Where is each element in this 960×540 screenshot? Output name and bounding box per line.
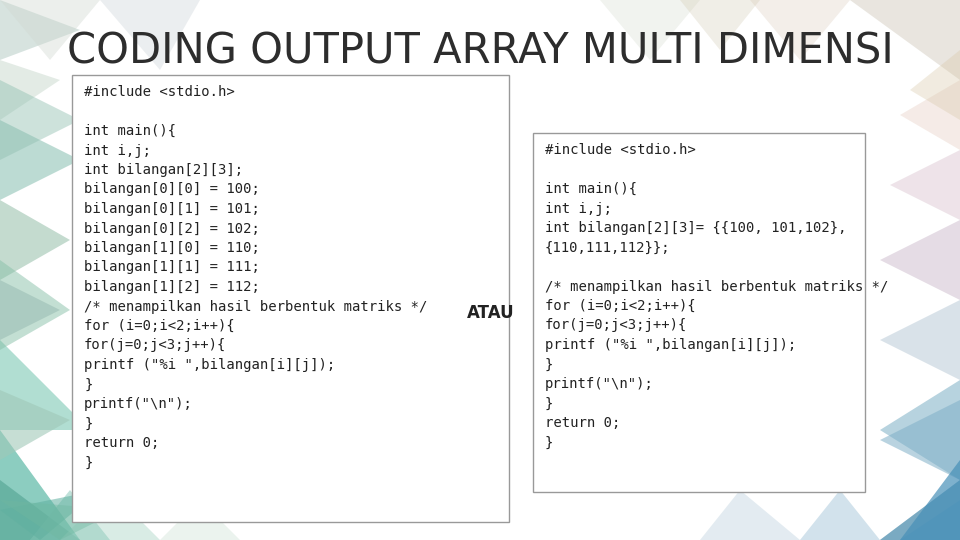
Polygon shape bbox=[900, 500, 960, 540]
Polygon shape bbox=[890, 150, 960, 220]
Polygon shape bbox=[910, 50, 960, 120]
Polygon shape bbox=[0, 260, 70, 350]
Polygon shape bbox=[100, 0, 200, 70]
Text: ATAU: ATAU bbox=[468, 303, 515, 321]
Polygon shape bbox=[850, 0, 960, 80]
Polygon shape bbox=[880, 220, 960, 300]
Text: CODING OUTPUT ARRAY MULTI DIMENSI: CODING OUTPUT ARRAY MULTI DIMENSI bbox=[66, 30, 894, 72]
Polygon shape bbox=[880, 480, 960, 540]
Polygon shape bbox=[0, 500, 120, 540]
Polygon shape bbox=[0, 490, 100, 540]
Polygon shape bbox=[0, 430, 80, 540]
Polygon shape bbox=[0, 480, 80, 540]
Polygon shape bbox=[0, 340, 90, 430]
Polygon shape bbox=[600, 0, 700, 60]
Polygon shape bbox=[880, 300, 960, 380]
Polygon shape bbox=[60, 490, 160, 540]
Polygon shape bbox=[880, 380, 960, 480]
Polygon shape bbox=[0, 80, 80, 160]
Polygon shape bbox=[160, 500, 240, 540]
Polygon shape bbox=[880, 400, 960, 480]
FancyBboxPatch shape bbox=[72, 75, 509, 522]
Polygon shape bbox=[700, 490, 800, 540]
Polygon shape bbox=[0, 0, 100, 60]
Polygon shape bbox=[0, 200, 70, 280]
Polygon shape bbox=[0, 390, 70, 460]
Polygon shape bbox=[0, 280, 60, 340]
Polygon shape bbox=[880, 480, 960, 540]
FancyBboxPatch shape bbox=[533, 133, 865, 492]
Text: #include <stdio.h>

int main(){
int i,j;
int bilangan[2][3]= {{100, 101,102},
{1: #include <stdio.h> int main(){ int i,j; … bbox=[545, 143, 888, 449]
Polygon shape bbox=[30, 490, 110, 540]
Polygon shape bbox=[0, 0, 80, 60]
Text: #include <stdio.h>

int main(){
int i,j;
int bilangan[2][3];
bilangan[0][0] = 10: #include <stdio.h> int main(){ int i,j; … bbox=[84, 85, 427, 469]
Polygon shape bbox=[0, 60, 60, 120]
Polygon shape bbox=[750, 0, 850, 60]
Polygon shape bbox=[0, 120, 80, 200]
Polygon shape bbox=[800, 490, 880, 540]
Polygon shape bbox=[900, 80, 960, 150]
Polygon shape bbox=[900, 460, 960, 540]
Polygon shape bbox=[680, 0, 760, 50]
